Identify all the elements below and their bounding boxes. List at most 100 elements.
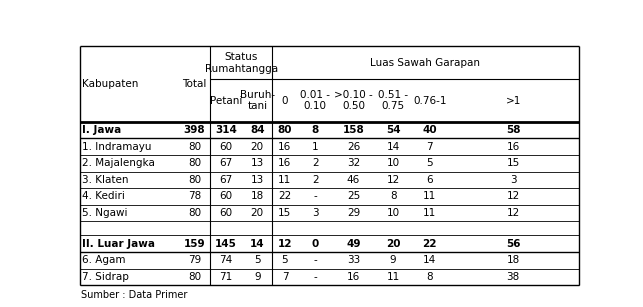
- Text: 80: 80: [188, 158, 201, 168]
- Text: 398: 398: [184, 125, 205, 135]
- Text: 25: 25: [347, 191, 360, 201]
- Text: 8: 8: [311, 125, 319, 135]
- Text: 20: 20: [251, 208, 264, 218]
- Text: 13: 13: [251, 158, 264, 168]
- Text: 8: 8: [426, 272, 433, 282]
- Text: 60: 60: [219, 208, 233, 218]
- Text: -: -: [313, 255, 317, 265]
- Text: 3: 3: [312, 208, 318, 218]
- Text: 159: 159: [184, 239, 205, 249]
- Text: 14: 14: [386, 142, 400, 152]
- Text: 8: 8: [390, 191, 396, 201]
- Text: 80: 80: [188, 142, 201, 152]
- Text: >0.10 -
0.50: >0.10 - 0.50: [334, 90, 373, 111]
- Text: 80: 80: [278, 125, 292, 135]
- Text: 16: 16: [278, 158, 291, 168]
- Text: 26: 26: [347, 142, 360, 152]
- Text: 32: 32: [347, 158, 360, 168]
- Text: 15: 15: [507, 158, 520, 168]
- Text: 2. Majalengka: 2. Majalengka: [82, 158, 155, 168]
- Text: 54: 54: [386, 125, 401, 135]
- Text: 7: 7: [282, 272, 288, 282]
- Text: 80: 80: [188, 175, 201, 185]
- Text: 10: 10: [386, 208, 400, 218]
- Text: 79: 79: [188, 255, 201, 265]
- Text: -: -: [313, 191, 317, 201]
- Text: 3: 3: [510, 175, 516, 185]
- Text: 0.01 -
0.10: 0.01 - 0.10: [300, 90, 330, 111]
- Text: -: -: [313, 272, 317, 282]
- Text: 4. Kediri: 4. Kediri: [82, 191, 125, 201]
- Text: 0: 0: [282, 96, 288, 106]
- Text: 20: 20: [251, 142, 264, 152]
- Text: 71: 71: [219, 272, 233, 282]
- Text: Kabupaten: Kabupaten: [82, 79, 139, 89]
- Text: 56: 56: [506, 239, 520, 249]
- Text: Total: Total: [183, 79, 206, 89]
- Text: 16: 16: [278, 142, 291, 152]
- Text: Status
Rumahtangga: Status Rumahtangga: [204, 52, 278, 74]
- Text: 2: 2: [312, 158, 318, 168]
- Text: 14: 14: [423, 255, 437, 265]
- Text: 11: 11: [423, 208, 437, 218]
- Text: 67: 67: [219, 175, 233, 185]
- Text: 60: 60: [219, 142, 233, 152]
- Text: 15: 15: [278, 208, 291, 218]
- Text: 74: 74: [219, 255, 233, 265]
- Text: 10: 10: [386, 158, 400, 168]
- Text: 0.51 -
0.75: 0.51 - 0.75: [378, 90, 408, 111]
- Text: 11: 11: [423, 191, 437, 201]
- Text: 5. Ngawi: 5. Ngawi: [82, 208, 128, 218]
- Text: 11: 11: [278, 175, 291, 185]
- Text: 16: 16: [507, 142, 520, 152]
- Text: 46: 46: [347, 175, 360, 185]
- Text: >1: >1: [505, 96, 521, 106]
- Text: 1: 1: [312, 142, 318, 152]
- Text: 0.76-1: 0.76-1: [413, 96, 446, 106]
- Text: Sumber : Data Primer: Sumber : Data Primer: [82, 290, 188, 300]
- Text: 12: 12: [507, 191, 520, 201]
- Text: 6: 6: [426, 175, 433, 185]
- Text: 18: 18: [507, 255, 520, 265]
- Text: 5: 5: [254, 255, 260, 265]
- Text: 18: 18: [251, 191, 264, 201]
- Text: 12: 12: [278, 239, 292, 249]
- Text: 158: 158: [343, 125, 365, 135]
- Text: 11: 11: [386, 272, 400, 282]
- Text: 145: 145: [215, 239, 237, 249]
- Text: II. Luar Jawa: II. Luar Jawa: [82, 239, 156, 249]
- Text: 5: 5: [426, 158, 433, 168]
- Text: 29: 29: [347, 208, 360, 218]
- Text: 1. Indramayu: 1. Indramayu: [82, 142, 152, 152]
- Text: Petani: Petani: [210, 96, 242, 106]
- Text: 80: 80: [188, 208, 201, 218]
- Text: Luas Sawah Garapan: Luas Sawah Garapan: [370, 58, 480, 68]
- Text: 0: 0: [311, 239, 319, 249]
- Text: 84: 84: [250, 125, 264, 135]
- Text: 16: 16: [347, 272, 360, 282]
- Text: 38: 38: [507, 272, 520, 282]
- Text: 33: 33: [347, 255, 360, 265]
- Text: 14: 14: [250, 239, 264, 249]
- Text: 49: 49: [346, 239, 361, 249]
- Text: 12: 12: [507, 208, 520, 218]
- Text: I. Jawa: I. Jawa: [82, 125, 122, 135]
- Text: 9: 9: [390, 255, 396, 265]
- Text: 20: 20: [386, 239, 401, 249]
- Text: 80: 80: [188, 272, 201, 282]
- Text: 3. Klaten: 3. Klaten: [82, 175, 129, 185]
- Text: 58: 58: [506, 125, 520, 135]
- Text: 78: 78: [188, 191, 201, 201]
- Text: 40: 40: [422, 125, 437, 135]
- Text: 6. Agam: 6. Agam: [82, 255, 126, 265]
- Text: 5: 5: [282, 255, 288, 265]
- Text: 22: 22: [422, 239, 437, 249]
- Text: 13: 13: [251, 175, 264, 185]
- Text: 7. Sidrap: 7. Sidrap: [82, 272, 129, 282]
- Text: 7: 7: [426, 142, 433, 152]
- Text: 12: 12: [386, 175, 400, 185]
- Text: 314: 314: [215, 125, 237, 135]
- Text: Buruh-
tani: Buruh- tani: [240, 90, 275, 111]
- Text: 67: 67: [219, 158, 233, 168]
- Text: 9: 9: [254, 272, 260, 282]
